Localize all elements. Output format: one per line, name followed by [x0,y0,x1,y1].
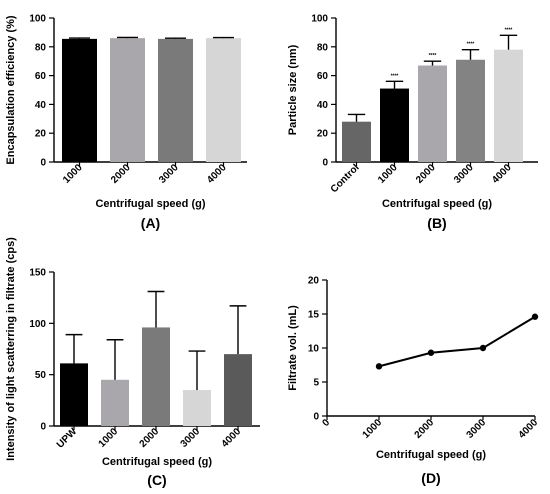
x-tick-label: 3000 [157,162,181,186]
y-tick-label: 20 [317,129,329,140]
data-point [427,349,435,356]
x-tick-label: 3000 [179,426,203,450]
x-tick-label: 2000 [109,162,133,186]
x-tick-label: 2000 [414,162,438,186]
y-tick-label: 60 [35,71,47,82]
y-tick-label: 15 [308,310,320,321]
y-tick-label: 5 [313,378,319,389]
y-tick-label: 0 [313,412,319,423]
bar [456,59,485,163]
y-axis-title: Particle size (nm) [287,44,299,135]
y-tick-label: 0 [40,422,46,433]
x-axis-title: Centrifugal speed (g) [376,449,486,461]
y-tick-label: 100 [311,14,328,25]
panel-label: (A) [141,215,160,231]
panel-a: 0 20 40 60 80 100 1000 2000 3000 4000 Encapsulatio… [5,14,247,231]
y-tick-label: 150 [29,268,46,279]
panel-label: (D) [421,470,440,486]
significance-label: **** [391,73,399,79]
y-tick-label: 80 [35,42,47,53]
bar [224,354,252,426]
bar [110,38,145,162]
data-point [375,363,383,370]
x-axis-title: Centrifugal speed (g) [95,198,205,210]
y-axis-title: Intensity of light scatterring in filtra… [5,237,17,461]
y-axis-title: Filtrate vol. (mL) [287,305,299,391]
panel-b: 0 20 40 60 80 100 Control **** 1000 **** 2000 **** 3… [287,14,538,231]
x-axis-title: Centrifugal speed (g) [382,198,492,210]
bar [183,390,211,426]
x-tick-label: Control [329,162,362,195]
x-axis-title: Centrifugal speed (g) [102,456,212,468]
bar [60,363,88,426]
y-tick-label: 0 [40,158,46,169]
y-tick-label: 40 [317,100,329,111]
x-tick-label: 1000 [97,426,121,450]
y-tick-label: 60 [317,71,329,82]
bar [62,38,97,162]
bar [494,49,523,162]
bar [380,88,409,162]
x-tick-label: 1000 [361,417,385,441]
y-tick-label: 100 [29,14,46,25]
x-tick-label: 1000 [376,162,400,186]
bar [418,65,447,162]
data-point [531,313,539,320]
x-tick-label: 2000 [138,426,162,450]
bar [158,38,193,162]
y-tick-label: 50 [35,370,47,381]
x-tick-label: 1000 [61,162,85,186]
significance-label: **** [429,53,437,59]
x-tick-label: 4000 [490,162,514,186]
x-tick-label: 4000 [517,417,541,441]
x-tick-label: 3000 [452,162,476,186]
y-axis-title: Encapsulation efficiency (%) [5,15,17,164]
y-tick-label: 80 [317,42,329,53]
panel-c: 0 50 100 150 UPW 1000 2000 3000 4000 Intensity of… [5,237,260,488]
x-tick-label: UPW [55,426,80,451]
significance-label: **** [505,27,513,33]
panel-label: (C) [147,472,166,488]
y-tick-label: 100 [29,319,46,330]
y-tick-label: 10 [308,344,320,355]
x-tick-label: 4000 [220,426,244,450]
y-tick-label: 40 [35,100,47,111]
bar [101,379,129,426]
x-tick-label: 3000 [465,417,489,441]
bar [142,327,170,426]
bar [342,121,371,162]
y-tick-label: 20 [308,276,320,287]
data-point [479,344,487,352]
bar [206,38,241,162]
x-tick-label: 2000 [413,417,437,441]
significance-label: **** [467,42,475,48]
y-tick-label: 20 [35,129,47,140]
x-tick-label: 4000 [205,162,229,186]
series-line [378,315,536,368]
panel-label: (B) [427,215,446,231]
y-tick-label: 0 [322,158,328,169]
